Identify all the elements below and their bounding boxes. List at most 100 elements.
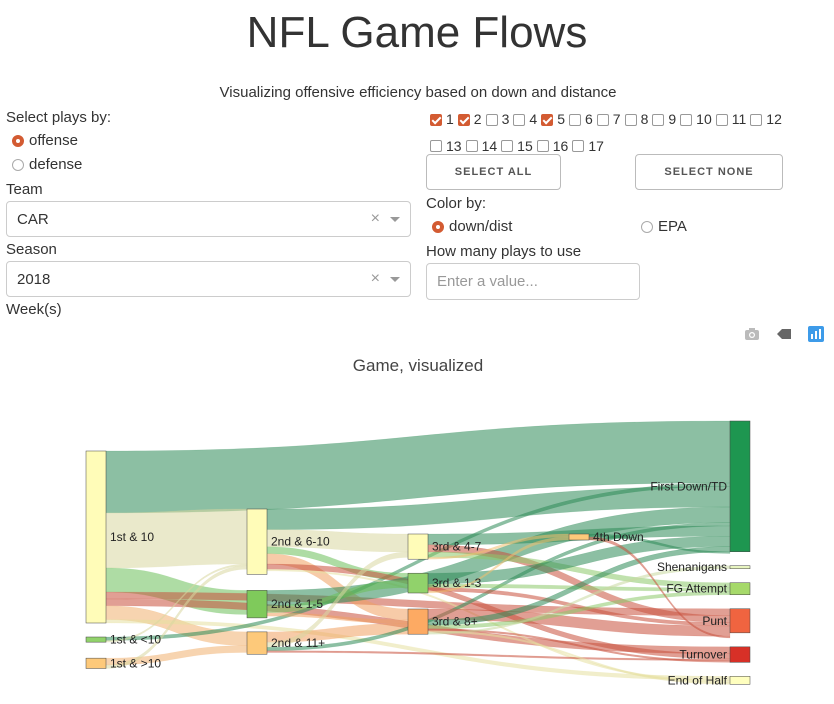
- sankey-node-label: 1st & <10: [110, 633, 161, 647]
- sankey-node-label: Turnover: [679, 648, 727, 662]
- select-none-button[interactable]: SELECT NONE: [635, 154, 783, 190]
- week-label: 17: [588, 137, 604, 154]
- week-checkbox-1[interactable]: 1: [430, 107, 454, 132]
- week-checkbox-5[interactable]: 5: [541, 107, 565, 132]
- sankey-node-2nd11[interactable]: [246, 631, 268, 655]
- sankey-node-3rd13[interactable]: [407, 572, 429, 594]
- chart-title: Game, visualized: [352, 356, 484, 375]
- sankey-node-label: Shenanigans: [657, 560, 727, 574]
- radio-dot-icon: [12, 158, 24, 171]
- radio-downdist-label: down/dist: [449, 218, 513, 235]
- week-checkbox-13[interactable]: 13: [430, 134, 462, 159]
- sankey-node-label: 3rd & 1-3: [432, 576, 482, 590]
- sankey-node-4th[interactable]: [568, 533, 590, 541]
- sankey-node-punt[interactable]: [729, 608, 751, 634]
- week-checkbox-15[interactable]: 15: [501, 134, 533, 159]
- week-label: 1: [446, 111, 454, 127]
- sankey-node-label: FG Attempt: [666, 582, 727, 596]
- week-checkbox-3[interactable]: 3: [485, 107, 510, 132]
- checkbox-icon: [430, 113, 442, 126]
- week-label: 4: [529, 111, 538, 127]
- week-label: 10: [696, 111, 712, 127]
- sankey-node-3rd8[interactable]: [407, 608, 429, 635]
- camera-icon[interactable]: [744, 327, 760, 341]
- week-checkbox-12[interactable]: 12: [750, 107, 782, 132]
- week-label: 13: [446, 137, 462, 154]
- checkbox-icon: [430, 140, 442, 152]
- modebar: [744, 326, 824, 342]
- weeks-checklist: 1 2 3 4 5 6 7 8 9 10 11 12 13 14 15 16 17: [430, 107, 830, 160]
- select-plays-label: Select plays by:: [6, 109, 112, 126]
- sankey-node-label: End of Half: [668, 673, 728, 687]
- sankey-node-label: Punt: [702, 614, 727, 628]
- clear-icon[interactable]: ×: [370, 210, 380, 227]
- tag-icon[interactable]: [776, 327, 792, 341]
- week-checkbox-9[interactable]: 9: [652, 107, 676, 132]
- season-label: Season: [6, 241, 57, 258]
- plays-count-input[interactable]: Enter a value...: [426, 263, 640, 300]
- sankey-node-3rd47[interactable]: [407, 533, 429, 560]
- checkbox-icon: [501, 140, 514, 152]
- sankey-node-1stlt10[interactable]: [85, 636, 107, 643]
- checkbox-icon: [457, 113, 470, 126]
- radio-dot-icon: [432, 220, 444, 233]
- week-label: 14: [481, 137, 498, 154]
- sankey-node-1stgt10[interactable]: [85, 657, 107, 669]
- week-checkbox-14[interactable]: 14: [465, 134, 498, 159]
- week-label: 5: [557, 111, 565, 127]
- chevron-down-icon[interactable]: [390, 216, 400, 222]
- week-checkbox-2[interactable]: 2: [457, 107, 482, 132]
- sankey-node-2nd15[interactable]: [246, 590, 268, 619]
- sankey-node-eoh[interactable]: [729, 676, 751, 685]
- sankey-node-fg[interactable]: [729, 582, 751, 596]
- radio-defense-label: defense: [29, 156, 83, 173]
- team-label: Team: [6, 181, 43, 198]
- checkbox-icon: [652, 113, 665, 126]
- sankey-node-label: 2nd & 11+: [271, 636, 325, 650]
- team-select[interactable]: CAR ×: [6, 201, 411, 237]
- sankey-node-1st10[interactable]: [85, 450, 107, 624]
- checkbox-icon: [624, 113, 637, 126]
- season-select[interactable]: 2018 ×: [6, 261, 411, 297]
- week-checkbox-6[interactable]: 6: [568, 107, 593, 132]
- plotly-logo-icon[interactable]: [808, 326, 824, 342]
- week-checkbox-4[interactable]: 4: [513, 107, 537, 132]
- checkbox-icon: [680, 113, 693, 126]
- checkbox-icon: [485, 113, 498, 126]
- sankey-node-fdtd[interactable]: [729, 420, 751, 552]
- sankey-node-shen[interactable]: [729, 565, 751, 569]
- checkbox-icon: [568, 113, 581, 126]
- clear-icon[interactable]: ×: [370, 270, 380, 287]
- sankey-node-2nd610[interactable]: [246, 508, 268, 575]
- season-select-value: 2018: [17, 270, 51, 288]
- checkbox-icon: [536, 140, 549, 152]
- plays-count-label: How many plays to use: [426, 243, 582, 260]
- radio-color-downdist[interactable]: down/dist: [432, 218, 512, 235]
- week-checkbox-17[interactable]: 17: [572, 134, 604, 159]
- page-subtitle: Visualizing offensive efficiency based o…: [219, 84, 617, 101]
- week-checkbox-7[interactable]: 7: [596, 107, 621, 132]
- radio-offense-label: offense: [29, 132, 78, 149]
- week-checkbox-11[interactable]: 11: [715, 107, 746, 132]
- week-label: 3: [501, 111, 510, 127]
- sankey-link[interactable]: [588, 536, 731, 639]
- radio-epa-label: EPA: [658, 218, 687, 235]
- week-label: 7: [612, 111, 621, 127]
- week-checkbox-8[interactable]: 8: [624, 107, 648, 132]
- sankey-node-turn[interactable]: [729, 646, 751, 663]
- select-all-button[interactable]: SELECT ALL: [426, 154, 561, 190]
- sankey-link[interactable]: [588, 533, 731, 554]
- radio-defense[interactable]: defense: [12, 156, 82, 173]
- checkbox-icon: [715, 113, 728, 126]
- chevron-down-icon[interactable]: [390, 276, 400, 282]
- checkbox-icon: [596, 113, 609, 126]
- week-checkbox-10[interactable]: 10: [680, 107, 712, 132]
- color-by-label: Color by:: [426, 195, 487, 212]
- sankey-node-label: First Down/TD: [650, 479, 727, 493]
- checkbox-icon: [572, 140, 585, 152]
- week-checkbox-16[interactable]: 16: [536, 134, 568, 159]
- radio-color-epa[interactable]: EPA: [641, 218, 687, 235]
- sankey-chart: 1st & 10 1st & <10 1st & >10 2nd & 6-10 2nd …: [85, 420, 751, 687]
- checkbox-icon: [465, 140, 478, 152]
- radio-offense[interactable]: offense: [12, 132, 78, 149]
